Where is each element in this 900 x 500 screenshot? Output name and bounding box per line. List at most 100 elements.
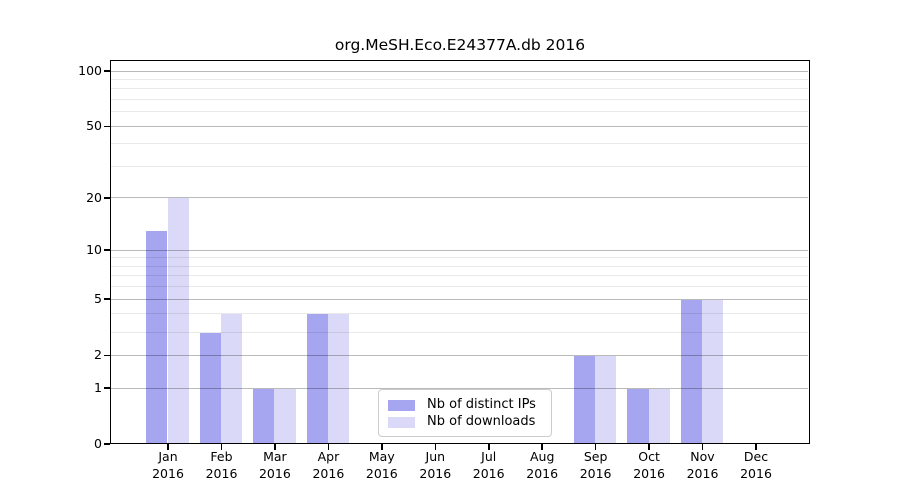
x-tick-label-month: Jul (481, 449, 497, 464)
x-tick (594, 444, 597, 450)
y-tick-label: 100 (78, 63, 102, 78)
x-tick-label-month: Aug (529, 449, 555, 464)
x-tick (755, 444, 757, 450)
chart-title: org.MeSH.Eco.E24377A.db 2016 (334, 36, 586, 54)
gridline-minor (111, 143, 808, 145)
bar-distinct-ips (146, 231, 168, 443)
x-tick (648, 444, 650, 450)
bar-distinct-ips (253, 388, 275, 443)
x-tick (488, 444, 490, 450)
bar-downloads (167, 198, 189, 443)
x-tick-label: Jun 2016 (403, 449, 467, 482)
x-tick-label: Sep 2016 (564, 449, 628, 482)
legend-swatch-distinct-ips (388, 399, 415, 411)
x-tick-label-month: Apr (317, 449, 340, 464)
x-tick-label-month: May (368, 449, 395, 464)
y-tick-label: 2 (94, 347, 102, 363)
gridline-major (111, 354, 808, 356)
x-tick-label-year: 2016 (472, 465, 505, 481)
x-tick-label: Aug 2016 (510, 449, 574, 482)
x-tick-label-year: 2016 (365, 465, 398, 481)
x-tick-label: Dec 2016 (724, 449, 788, 482)
x-tick-label-year: 2016 (526, 465, 559, 481)
y-tick (104, 298, 110, 300)
x-tick (167, 444, 169, 450)
x-tick (434, 444, 436, 450)
x-tick-label-month: Nov (690, 449, 715, 464)
x-tick-label-year: 2016 (740, 465, 772, 481)
x-tick (327, 444, 330, 450)
x-tick-label: Apr 2016 (296, 449, 360, 482)
bar-distinct-ips (680, 299, 702, 443)
bar-distinct-ips (199, 332, 221, 443)
x-tick-label: Oct 2016 (617, 449, 681, 482)
y-tick-label: 0 (94, 436, 102, 451)
bar-distinct-ips (306, 314, 328, 443)
bar-downloads (648, 388, 670, 443)
x-tick (541, 444, 543, 450)
bar-layer (111, 61, 809, 443)
gridline-minor (111, 313, 808, 315)
y-tick (104, 249, 110, 251)
y-tick-label: 1 (94, 380, 102, 395)
legend-label-downloads: Nb of downloads (427, 414, 536, 429)
gridline-minor (111, 166, 808, 167)
legend: Nb of distinct IPs Nb of downloads (378, 389, 552, 437)
x-tick-label-month: Oct (638, 449, 660, 464)
x-tick-label-year: 2016 (312, 465, 345, 481)
x-tick-label-year: 2016 (419, 465, 452, 481)
y-tick-label: 50 (86, 118, 102, 134)
legend-item-downloads: Nb of downloads (388, 414, 542, 430)
bar-downloads (702, 299, 724, 443)
y-tick (104, 125, 110, 127)
x-tick-label-month: Sep (583, 449, 608, 464)
gridline-major (111, 197, 808, 199)
x-tick-label-year: 2016 (152, 465, 184, 481)
y-tick (104, 443, 110, 445)
y-tick-label: 10 (86, 242, 102, 258)
gridline-major (111, 249, 808, 251)
legend-label-distinct-ips: Nb of distinct IPs (427, 397, 536, 412)
y-tick (104, 387, 110, 389)
gridline-major (111, 298, 808, 300)
bar-distinct-ips (627, 388, 649, 443)
plot-area (110, 60, 810, 444)
y-tick-label: 20 (86, 189, 102, 205)
gridline-minor (111, 265, 808, 267)
y-tick (104, 70, 110, 72)
x-tick-label-month: Mar (263, 449, 287, 464)
legend-swatch-downloads (388, 416, 415, 428)
y-tick (104, 354, 110, 356)
x-tick (381, 444, 383, 450)
gridline-minor (111, 275, 808, 277)
x-tick-label-year: 2016 (258, 465, 291, 481)
bar-distinct-ips (573, 355, 596, 443)
gridline-major (111, 387, 808, 389)
x-tick-label: Jan 2016 (136, 449, 200, 482)
legend-item-distinct-ips: Nb of distinct IPs (388, 397, 542, 413)
y-tick (104, 197, 110, 199)
x-tick-label-month: Jun (425, 449, 446, 464)
bar-downloads (221, 314, 243, 443)
gridline-minor (111, 257, 808, 259)
gridline-minor (111, 88, 808, 90)
bar-downloads (595, 355, 617, 443)
bar-downloads (274, 388, 296, 443)
gridline-major (111, 70, 808, 72)
x-tick (220, 444, 223, 450)
y-tick-label: 5 (94, 291, 102, 307)
x-tick-label-year: 2016 (205, 465, 238, 481)
x-tick-label-month: Feb (210, 449, 233, 464)
gridline-minor (111, 331, 808, 333)
x-tick-label-year: 2016 (579, 465, 612, 481)
x-tick-label: May 2016 (350, 449, 414, 482)
x-tick-label-year: 2016 (633, 465, 665, 481)
gridline-minor (111, 111, 808, 113)
x-tick-label: Jul 2016 (457, 449, 521, 482)
x-tick-label: Mar 2016 (243, 449, 307, 482)
gridline-overlay-layer (111, 61, 809, 443)
x-tick (701, 444, 704, 450)
x-tick-label: Feb 2016 (190, 449, 254, 482)
gridline-minor (111, 78, 808, 80)
